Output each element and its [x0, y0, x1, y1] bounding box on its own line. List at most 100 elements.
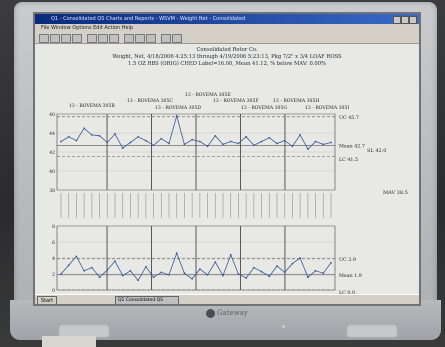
data-point: [98, 276, 101, 279]
toolbar-button[interactable]: [109, 34, 119, 43]
data-point: [198, 268, 201, 271]
segment-label: 13 - ROVEMA 305C: [127, 98, 173, 104]
y-tick-label: 38: [49, 188, 55, 194]
data-point: [306, 148, 309, 151]
y-tick-label: 8: [52, 224, 55, 230]
data-point: [299, 134, 302, 136]
data-point: [90, 266, 93, 269]
data-point: [229, 253, 232, 256]
data-point: [168, 273, 170, 276]
y-tick-label: 4: [52, 256, 55, 262]
toolbar-button[interactable]: [135, 34, 145, 43]
data-point: [214, 134, 217, 137]
data-point: [314, 269, 317, 272]
data-point: [330, 261, 332, 264]
data-point: [98, 134, 101, 137]
data-point: [229, 140, 232, 143]
mean-label: Mean 42.7: [339, 143, 365, 149]
cow-spot-icon: [206, 308, 215, 318]
data-point: [144, 265, 147, 268]
data-point: [160, 271, 163, 274]
data-point: [191, 138, 194, 141]
data-point: [276, 142, 278, 145]
menu-items[interactable]: File Window Options Edit Action Help: [41, 25, 134, 31]
minimize-button[interactable]: [393, 16, 401, 24]
y-tick-label: 2: [52, 272, 55, 278]
y-tick-label: 44: [49, 131, 55, 137]
data-point: [299, 257, 302, 259]
lcl-label: LC 41.5: [339, 157, 358, 163]
data-point: [252, 144, 255, 147]
right-hinge: [346, 324, 398, 338]
gateway-logo: Gateway: [206, 307, 252, 319]
data-point: [276, 265, 278, 267]
data-point: [191, 277, 194, 280]
window-titlebar: Q1 - Consolidated QS Charts and Reports …: [35, 14, 419, 24]
segment-label: 13 - ROVEMA 305H: [273, 98, 319, 104]
data-point: [291, 145, 294, 148]
data-point: [152, 276, 155, 279]
report-line-1: Weight, Net, 4/18/2006 4:25:13 through 4…: [112, 54, 342, 60]
report-company: Consolidated Rotor Co.: [196, 47, 258, 53]
data-point: [237, 273, 240, 275]
data-point: [83, 127, 86, 130]
toolbar-button[interactable]: [98, 34, 108, 43]
toolbar-button[interactable]: [87, 34, 97, 43]
data-point: [114, 133, 116, 135]
segment-label: 13 - ROVEMA 305F: [213, 98, 259, 104]
toolbar-button[interactable]: [61, 34, 71, 43]
segment-label: 13 - ROVEMA 305I: [305, 105, 349, 111]
taskbar-item[interactable]: Q1 Consolidated QS: [115, 296, 179, 304]
data-point: [60, 273, 62, 275]
start-button[interactable]: Start: [37, 296, 57, 304]
data-point: [137, 279, 140, 282]
data-point: [206, 145, 209, 148]
data-point: [144, 139, 147, 142]
toolbar-button[interactable]: [72, 34, 82, 43]
menu-bar[interactable]: File Window Options Edit Action Help: [35, 24, 419, 32]
data-point: [183, 272, 186, 275]
report-line-2: 1.5 OZ RBS (ORIG) CHED Label=16.00, Mean…: [128, 61, 326, 67]
data-point: [330, 141, 332, 144]
data-point: [222, 143, 224, 146]
data-point: [222, 274, 224, 277]
data-point: [60, 140, 62, 143]
toolbar-button[interactable]: [161, 34, 171, 43]
data-point: [283, 271, 286, 274]
data-point: [83, 269, 86, 272]
data-point: [75, 255, 78, 258]
close-button[interactable]: [409, 16, 417, 24]
data-point: [67, 135, 70, 138]
data-point: [183, 143, 186, 146]
data-point: [67, 264, 70, 267]
toolbar-button[interactable]: [50, 34, 60, 43]
toolbar: [35, 32, 419, 44]
mav-label: MAV 38.5: [383, 190, 408, 196]
data-point: [75, 139, 78, 142]
segment-label: 13 - ROVEMA 305E: [185, 92, 231, 98]
mean-label: Mean 1.9: [339, 273, 362, 279]
y-tick-label: 6: [52, 240, 55, 246]
data-point: [314, 140, 317, 143]
data-point: [129, 269, 132, 272]
ucl-label: UC 3.9: [339, 257, 356, 263]
data-point: [175, 115, 178, 117]
power-indicator: [282, 325, 285, 328]
left-hinge: [58, 324, 110, 338]
data-point: [198, 140, 201, 143]
data-point: [214, 261, 217, 263]
toolbar-button[interactable]: [146, 34, 156, 43]
toolbar-button[interactable]: [39, 34, 49, 43]
data-point: [245, 135, 248, 138]
monitor-screen: Q1 - Consolidated QS Charts and Reports …: [35, 14, 419, 304]
toolbar-button[interactable]: [124, 34, 134, 43]
segment-label: 13 - ROVEMA 305B: [69, 103, 115, 109]
data-series-line: [60, 252, 332, 282]
maximize-button[interactable]: [401, 16, 409, 24]
toolbar-button[interactable]: [172, 34, 182, 43]
data-point: [137, 135, 140, 138]
y-tick-label: 0: [52, 288, 55, 294]
brand-text: Gateway: [217, 309, 248, 317]
data-point: [245, 277, 248, 279]
data-point: [260, 140, 263, 143]
